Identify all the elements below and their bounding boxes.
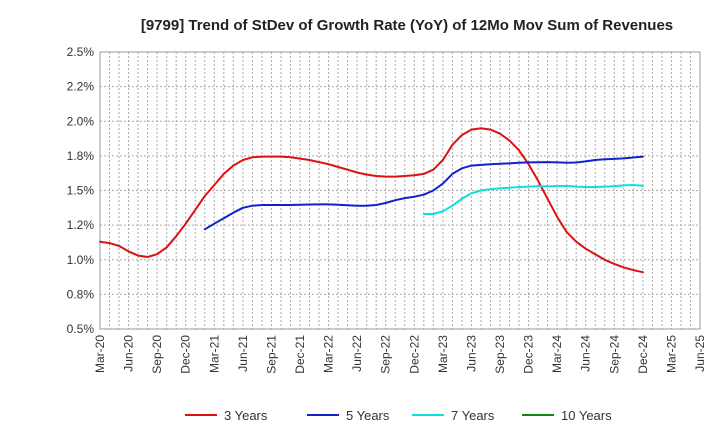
x-tick-label: Mar-22: [322, 335, 336, 373]
series-line-5-years: [203, 155, 644, 231]
x-tick-label: Dec-22: [407, 335, 421, 374]
chart-title: [9799] Trend of StDev of Growth Rate (Yo…: [141, 17, 673, 34]
x-tick-label: Sep-20: [150, 335, 164, 374]
x-tick-label: Jun-22: [350, 335, 364, 372]
x-tick-label: Dec-23: [522, 335, 536, 374]
legend-label-5-years: 5 Years: [346, 408, 390, 423]
y-tick-label: 1.2%: [67, 218, 95, 232]
plot-border: [99, 51, 701, 330]
series-line-3-years: [99, 127, 644, 274]
x-tick-label: Dec-21: [293, 335, 307, 374]
x-tick-label: Sep-24: [607, 335, 621, 374]
x-tick-label: Dec-24: [636, 335, 650, 374]
x-tick-label: Mar-23: [436, 335, 450, 373]
x-tick-label: Dec-20: [179, 335, 193, 374]
x-tick-label: Jun-21: [236, 335, 250, 372]
y-tick-label: 1.5%: [67, 184, 95, 198]
x-tick-label: Mar-21: [207, 335, 221, 373]
x-tick-label: Jun-24: [579, 335, 593, 372]
y-tick-label: 2.2%: [67, 80, 95, 94]
legend-label-3-years: 3 Years: [224, 408, 268, 423]
x-tick-label: Jun-23: [464, 335, 478, 372]
y-tick-label: 1.8%: [67, 149, 95, 163]
y-tick-label: 2.0%: [67, 114, 95, 128]
x-axis: Mar-20 Jun-20 Sep-20 Dec-20 Mar-21 Jun-21 Sep-…: [93, 335, 707, 374]
x-tick-label: Mar-20: [93, 335, 107, 373]
x-tick-label: Sep-22: [379, 335, 393, 374]
y-tick-label: 2.5%: [67, 45, 95, 59]
x-tick-label: Jun-20: [122, 335, 136, 372]
series-lines: [99, 127, 644, 274]
plot-area: 0.5% 0.8% 1.0% 1.2% 1.5% 1.8% 2.0% 2.2% 2.5% Mar…: [67, 45, 707, 374]
legend: 3 Years 5 Years 7 Years 10 Years: [185, 408, 612, 423]
gridlines: [100, 52, 700, 329]
x-tick-label: Mar-25: [664, 335, 678, 373]
y-axis: 0.5% 0.8% 1.0% 1.2% 1.5% 1.8% 2.0% 2.2% 2.5%: [67, 45, 95, 336]
x-tick-label: Jun-25: [693, 335, 707, 372]
x-tick-label: Sep-21: [264, 335, 278, 374]
x-tick-label: Sep-23: [493, 335, 507, 374]
y-tick-label: 0.5%: [67, 322, 95, 336]
y-tick-label: 1.0%: [67, 253, 95, 267]
legend-label-7-years: 7 Years: [451, 408, 495, 423]
series-line-7-years: [422, 184, 644, 215]
y-tick-label: 0.8%: [67, 287, 95, 301]
legend-label-10-years: 10 Years: [561, 408, 612, 423]
x-tick-label: Mar-24: [550, 335, 564, 373]
